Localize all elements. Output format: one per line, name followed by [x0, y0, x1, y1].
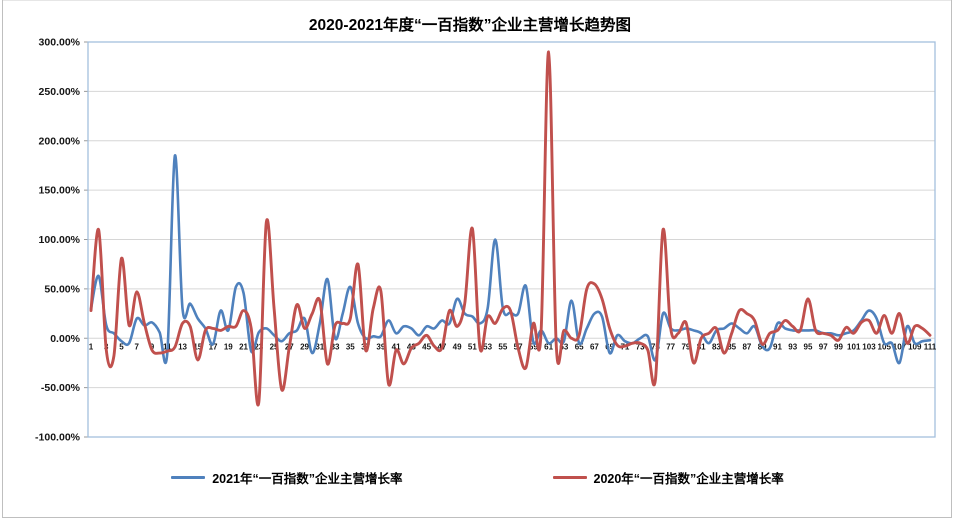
x-axis-tick-label: 59 — [529, 342, 538, 351]
x-axis-tick-label: 109 — [908, 342, 922, 351]
y-axis-tick-label: 0.00% — [50, 333, 80, 345]
x-axis-tick-label: 13 — [178, 342, 187, 351]
legend-item-2021[interactable]: 2021年“一百指数”企业主营增长率 — [171, 468, 403, 487]
y-axis-tick-label: 300.00% — [39, 37, 81, 49]
x-axis-tick-label: 103 — [862, 342, 876, 351]
x-axis-tick-label: 73 — [636, 342, 645, 351]
legend-swatch-2021 — [171, 475, 206, 480]
x-axis-tick-label: 55 — [498, 342, 507, 351]
legend-swatch-2020 — [552, 475, 587, 480]
x-axis-tick-label: 41 — [392, 342, 401, 351]
x-axis-tick-label: 95 — [804, 342, 813, 351]
x-axis-tick-label: 87 — [742, 342, 751, 351]
legend-label-2020: 2020年“一百指数”企业主营增长率 — [593, 472, 784, 486]
x-axis-tick-label: 79 — [681, 342, 690, 351]
x-axis-tick-label: 21 — [239, 342, 248, 351]
chart-legend: 2021年“一百指数”企业主营增长率 2020年“一百指数”企业主营增长率 — [0, 468, 955, 487]
plot-border — [87, 41, 936, 438]
x-axis-tick-label: 83 — [712, 342, 721, 351]
y-axis-tick-label: 250.00% — [39, 86, 81, 98]
x-axis-tick-label: 91 — [773, 342, 782, 351]
x-axis-tick-label: 35 — [346, 342, 355, 351]
x-axis-tick-label: 101 — [847, 342, 861, 351]
page-right-border — [951, 0, 952, 518]
y-axis-tick-label: 150.00% — [39, 185, 81, 197]
x-axis-tick-label: 49 — [453, 342, 462, 351]
x-axis-tick-label: 99 — [834, 342, 843, 351]
y-axis-tick-label: 50.00% — [44, 283, 80, 295]
x-axis-tick-label: 107 — [893, 342, 907, 351]
x-axis-tick-label: 9 — [150, 342, 155, 351]
legend-label-2021: 2021年“一百指数”企业主营增长率 — [212, 472, 403, 486]
x-axis-tick-label: 65 — [575, 342, 584, 351]
page-bottom-border — [2, 517, 952, 518]
x-axis-tick-label: 17 — [209, 342, 218, 351]
x-axis-tick-label: 5 — [119, 342, 124, 351]
x-axis-tick-label: 85 — [727, 342, 736, 351]
x-axis-tick-label: 53 — [483, 342, 492, 351]
legend-item-2020[interactable]: 2020年“一百指数”企业主营增长率 — [552, 468, 784, 487]
x-axis-tick-label: 69 — [605, 342, 614, 351]
x-axis-tick-label: 15 — [193, 342, 202, 351]
x-axis-tick-label: 33 — [331, 342, 340, 351]
x-axis-tick-label: 39 — [376, 342, 385, 351]
x-axis-tick-label: 61 — [544, 342, 553, 351]
x-axis-tick-label: 19 — [224, 342, 233, 351]
y-axis-tick-label: -100.00% — [35, 432, 81, 444]
x-axis-tick-label: 1 — [89, 342, 94, 351]
y-axis-tick-label: 100.00% — [39, 234, 81, 246]
x-axis-tick-label: 105 — [878, 342, 892, 351]
y-axis-tick-label: 200.00% — [39, 135, 81, 147]
x-axis-tick-label: 45 — [422, 342, 431, 351]
x-axis-tick-label: 51 — [468, 342, 477, 351]
x-axis-tick-label: 31 — [315, 342, 324, 351]
x-axis-tick-label: 111 — [924, 342, 937, 351]
page-left-border — [2, 0, 3, 518]
x-axis-tick-label: 23 — [254, 342, 263, 351]
x-axis-tick-label: 25 — [270, 342, 279, 351]
trend-chart-plot[interactable]: 300.00%250.00%200.00%150.00%100.00%50.00… — [0, 0, 955, 460]
x-axis-tick-label: 75 — [651, 342, 660, 351]
x-axis-tick-label: 81 — [697, 342, 706, 351]
x-axis-tick-label: 77 — [666, 342, 675, 351]
series-line-2020[interactable] — [89, 50, 932, 407]
x-axis-tick-label: 63 — [559, 342, 568, 351]
y-axis-tick-label: -50.00% — [41, 382, 81, 394]
x-axis-tick-label: 97 — [819, 342, 828, 351]
page-top-border — [2, 0, 952, 1]
x-axis-tick-label: 93 — [788, 342, 797, 351]
chart-title: 2020-2021年度“一百指数”企业主营增长趋势图 — [308, 17, 632, 34]
series-line-2021[interactable] — [89, 154, 932, 365]
x-axis-tick-label: 7 — [135, 342, 140, 351]
x-axis-tick-label: 67 — [590, 342, 599, 351]
x-axis-tick-label: 29 — [300, 342, 309, 351]
